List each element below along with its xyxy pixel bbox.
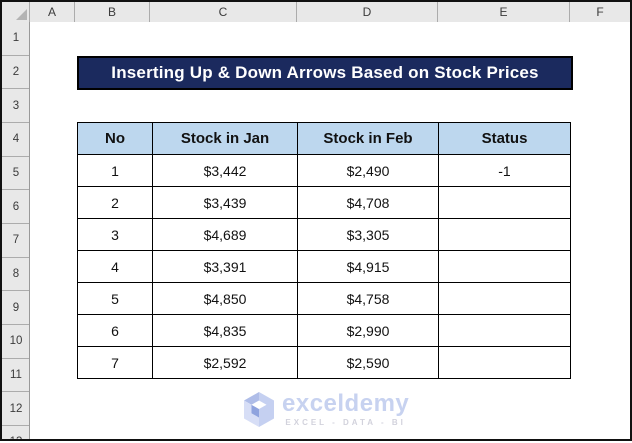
banner-title: Inserting Up & Down Arrows Based on Stoc… [111, 63, 539, 82]
table-row: 1 $3,442 $2,490 -1 [77, 154, 571, 187]
cell-feb[interactable]: $4,758 [297, 282, 439, 315]
select-all-corner[interactable] [2, 2, 30, 22]
cell-jan[interactable]: $3,391 [152, 250, 298, 283]
cell-jan[interactable]: $3,439 [152, 186, 298, 219]
cell-status[interactable] [438, 314, 571, 347]
table-row: 4 $3,391 $4,915 [77, 250, 571, 283]
cell-no[interactable]: 1 [77, 154, 153, 187]
row-header-1[interactable]: 1 [2, 22, 29, 56]
column-header-d[interactable]: D [297, 2, 438, 22]
watermark-brand: exceldemy [282, 390, 410, 417]
row-header-6[interactable]: 6 [2, 190, 29, 224]
cell-jan[interactable]: $2,592 [152, 346, 298, 379]
row-header-13[interactable]: 13 [2, 426, 29, 439]
cell-no[interactable]: 3 [77, 218, 153, 251]
cell-feb[interactable]: $4,708 [297, 186, 439, 219]
cell-no[interactable]: 7 [77, 346, 153, 379]
table-row: 6 $4,835 $2,990 [77, 314, 571, 347]
row-header-2[interactable]: 2 [2, 56, 29, 90]
cell-no[interactable]: 2 [77, 186, 153, 219]
cell-jan[interactable]: $3,442 [152, 154, 298, 187]
row-header-4[interactable]: 4 [2, 123, 29, 157]
cell-jan[interactable]: $4,689 [152, 218, 298, 251]
cell-jan[interactable]: $4,835 [152, 314, 298, 347]
header-cell-jan[interactable]: Stock in Jan [152, 122, 298, 155]
sheet-area: Inserting Up & Down Arrows Based on Stoc… [30, 22, 630, 439]
exceldemy-watermark: exceldemy EXCEL - DATA - BI [242, 391, 409, 428]
watermark-tagline: EXCEL - DATA - BI [285, 418, 406, 427]
cell-feb[interactable]: $2,590 [297, 346, 439, 379]
row-header-9[interactable]: 9 [2, 291, 29, 325]
column-header-a[interactable]: A [30, 2, 75, 22]
cell-no[interactable]: 6 [77, 314, 153, 347]
row-header-5[interactable]: 5 [2, 157, 29, 191]
select-all-triangle-icon [16, 9, 27, 20]
column-header-f[interactable]: F [570, 2, 630, 22]
cell-status[interactable]: -1 [438, 154, 571, 187]
header-cell-no[interactable]: No [77, 122, 153, 155]
cell-no[interactable]: 5 [77, 282, 153, 315]
cell-no[interactable]: 4 [77, 250, 153, 283]
row-header-column: 1 2 3 4 5 6 7 8 9 10 11 12 13 [2, 22, 30, 439]
stock-table: No Stock in Jan Stock in Feb Status 1 $3… [77, 122, 571, 379]
exceldemy-cube-logo-icon [244, 392, 274, 427]
column-header-c[interactable]: C [150, 2, 297, 22]
table-row: 5 $4,850 $4,758 [77, 282, 571, 315]
cell-feb[interactable]: $2,990 [297, 314, 439, 347]
column-header-e[interactable]: E [438, 2, 570, 22]
row-header-12[interactable]: 12 [2, 392, 29, 426]
column-header-row: A B C D E F [2, 2, 630, 22]
cell-feb[interactable]: $3,305 [297, 218, 439, 251]
table-row: 2 $3,439 $4,708 [77, 186, 571, 219]
title-banner-cell[interactable]: Inserting Up & Down Arrows Based on Stoc… [77, 56, 573, 90]
column-header-b[interactable]: B [75, 2, 150, 22]
row-header-7[interactable]: 7 [2, 224, 29, 258]
cell-feb[interactable]: $4,915 [297, 250, 439, 283]
row-header-11[interactable]: 11 [2, 359, 29, 393]
cell-status[interactable] [438, 282, 571, 315]
cell-status[interactable] [438, 218, 571, 251]
cell-status[interactable] [438, 346, 571, 379]
cell-feb[interactable]: $2,490 [297, 154, 439, 187]
row-header-10[interactable]: 10 [2, 325, 29, 359]
table-row: 3 $4,689 $3,305 [77, 218, 571, 251]
row-header-8[interactable]: 8 [2, 258, 29, 292]
table-header-row: No Stock in Jan Stock in Feb Status [77, 122, 571, 155]
table-row: 7 $2,592 $2,590 [77, 346, 571, 379]
row-header-3[interactable]: 3 [2, 89, 29, 123]
cell-status[interactable] [438, 186, 571, 219]
cell-jan[interactable]: $4,850 [152, 282, 298, 315]
header-cell-feb[interactable]: Stock in Feb [297, 122, 439, 155]
cell-status[interactable] [438, 250, 571, 283]
header-cell-status[interactable]: Status [438, 122, 571, 155]
